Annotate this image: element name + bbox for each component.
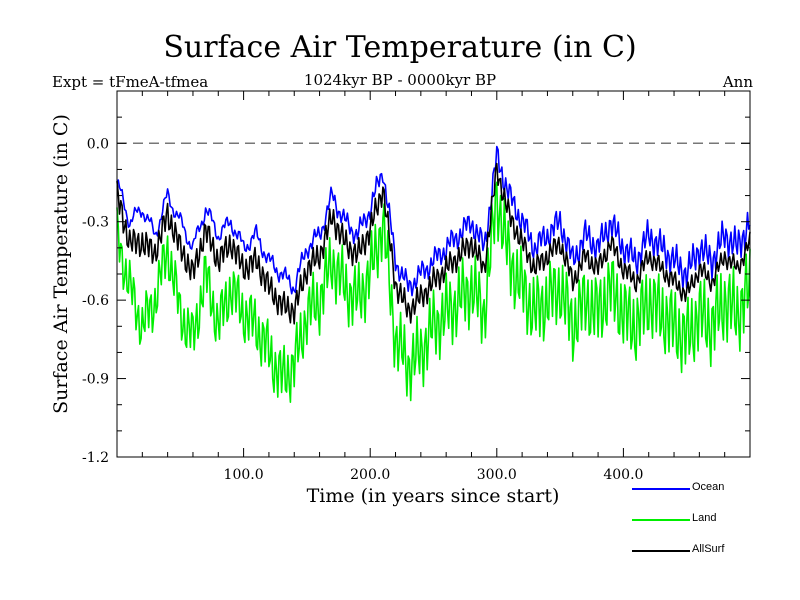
chart-title: Surface Air Temperature (in C) xyxy=(163,30,637,65)
legend-swatch-ocean xyxy=(632,488,690,490)
season-label: Ann xyxy=(722,73,753,91)
x-tick-label: 200.0 xyxy=(350,467,390,483)
y-tick-label: -0.6 xyxy=(82,293,109,309)
experiment-label: Expt = tFmeA-tfmea xyxy=(52,73,209,91)
series-line-ocean xyxy=(116,145,751,297)
legend-label-land: Land xyxy=(692,512,717,524)
y-tick-label: -0.3 xyxy=(82,215,109,231)
legend-label-allsurf: AllSurf xyxy=(692,543,725,555)
period-subtitle: 1024kyr BP - 0000kyr BP xyxy=(303,71,497,89)
y-tick-label: 0.0 xyxy=(87,136,109,152)
legend-swatch-land xyxy=(632,519,690,521)
y-tick-label: -0.9 xyxy=(82,372,109,388)
legend: Ocean Land AllSurf xyxy=(632,480,752,580)
series-line-allsurf xyxy=(116,162,751,325)
y-tick-label: -1.2 xyxy=(82,450,109,466)
legend-item-ocean: Ocean xyxy=(632,480,752,496)
x-tick-label: 300.0 xyxy=(477,467,517,483)
x-tick-label: 100.0 xyxy=(224,467,264,483)
x-tick-label: 400.0 xyxy=(603,467,643,483)
y-axis-label: Surface Air Temperature (in C) xyxy=(50,114,72,414)
series-layer xyxy=(116,145,751,404)
axis-ticks: 100.0 200.0 300.0 400.0 0.0 -0.3 -0.6 -0.9 -1.2 xyxy=(82,91,750,483)
legend-item-allsurf: AllSurf xyxy=(632,542,752,558)
legend-swatch-allsurf xyxy=(632,550,690,552)
legend-item-land: Land xyxy=(632,511,752,527)
legend-label-ocean: Ocean xyxy=(692,481,725,493)
series-line-land xyxy=(116,181,751,404)
x-axis-label: Time (in years since start) xyxy=(307,485,560,507)
